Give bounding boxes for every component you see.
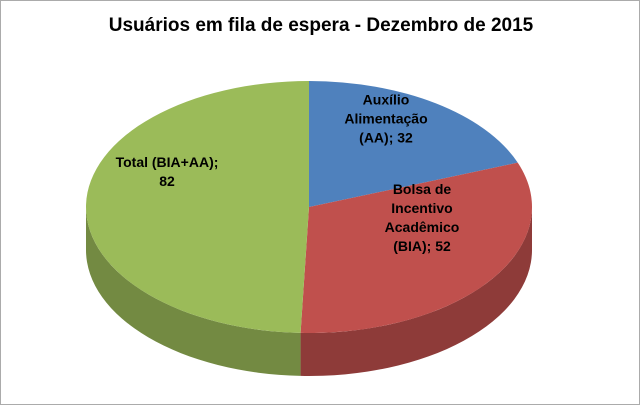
slice-label-auxilio-alimentacao: Auxílio Alimentação (AA); 32 (344, 91, 428, 146)
pie-slice-side-bia (300, 207, 532, 376)
pie-slice-top-total (85, 81, 309, 333)
pie-slice-top-aa (309, 81, 518, 207)
pie-slice-side-total (86, 207, 301, 376)
pie-slice-top-bia (300, 162, 533, 333)
chart-title: Usuários em fila de espera - Dezembro de… (108, 15, 534, 36)
slice-label-total: Total (BIA+AA); 82 (115, 154, 219, 189)
slice-label-bolsa-incentivo: Bolsa de Incentivo Acadêmico (BIA); 52 (384, 181, 460, 254)
